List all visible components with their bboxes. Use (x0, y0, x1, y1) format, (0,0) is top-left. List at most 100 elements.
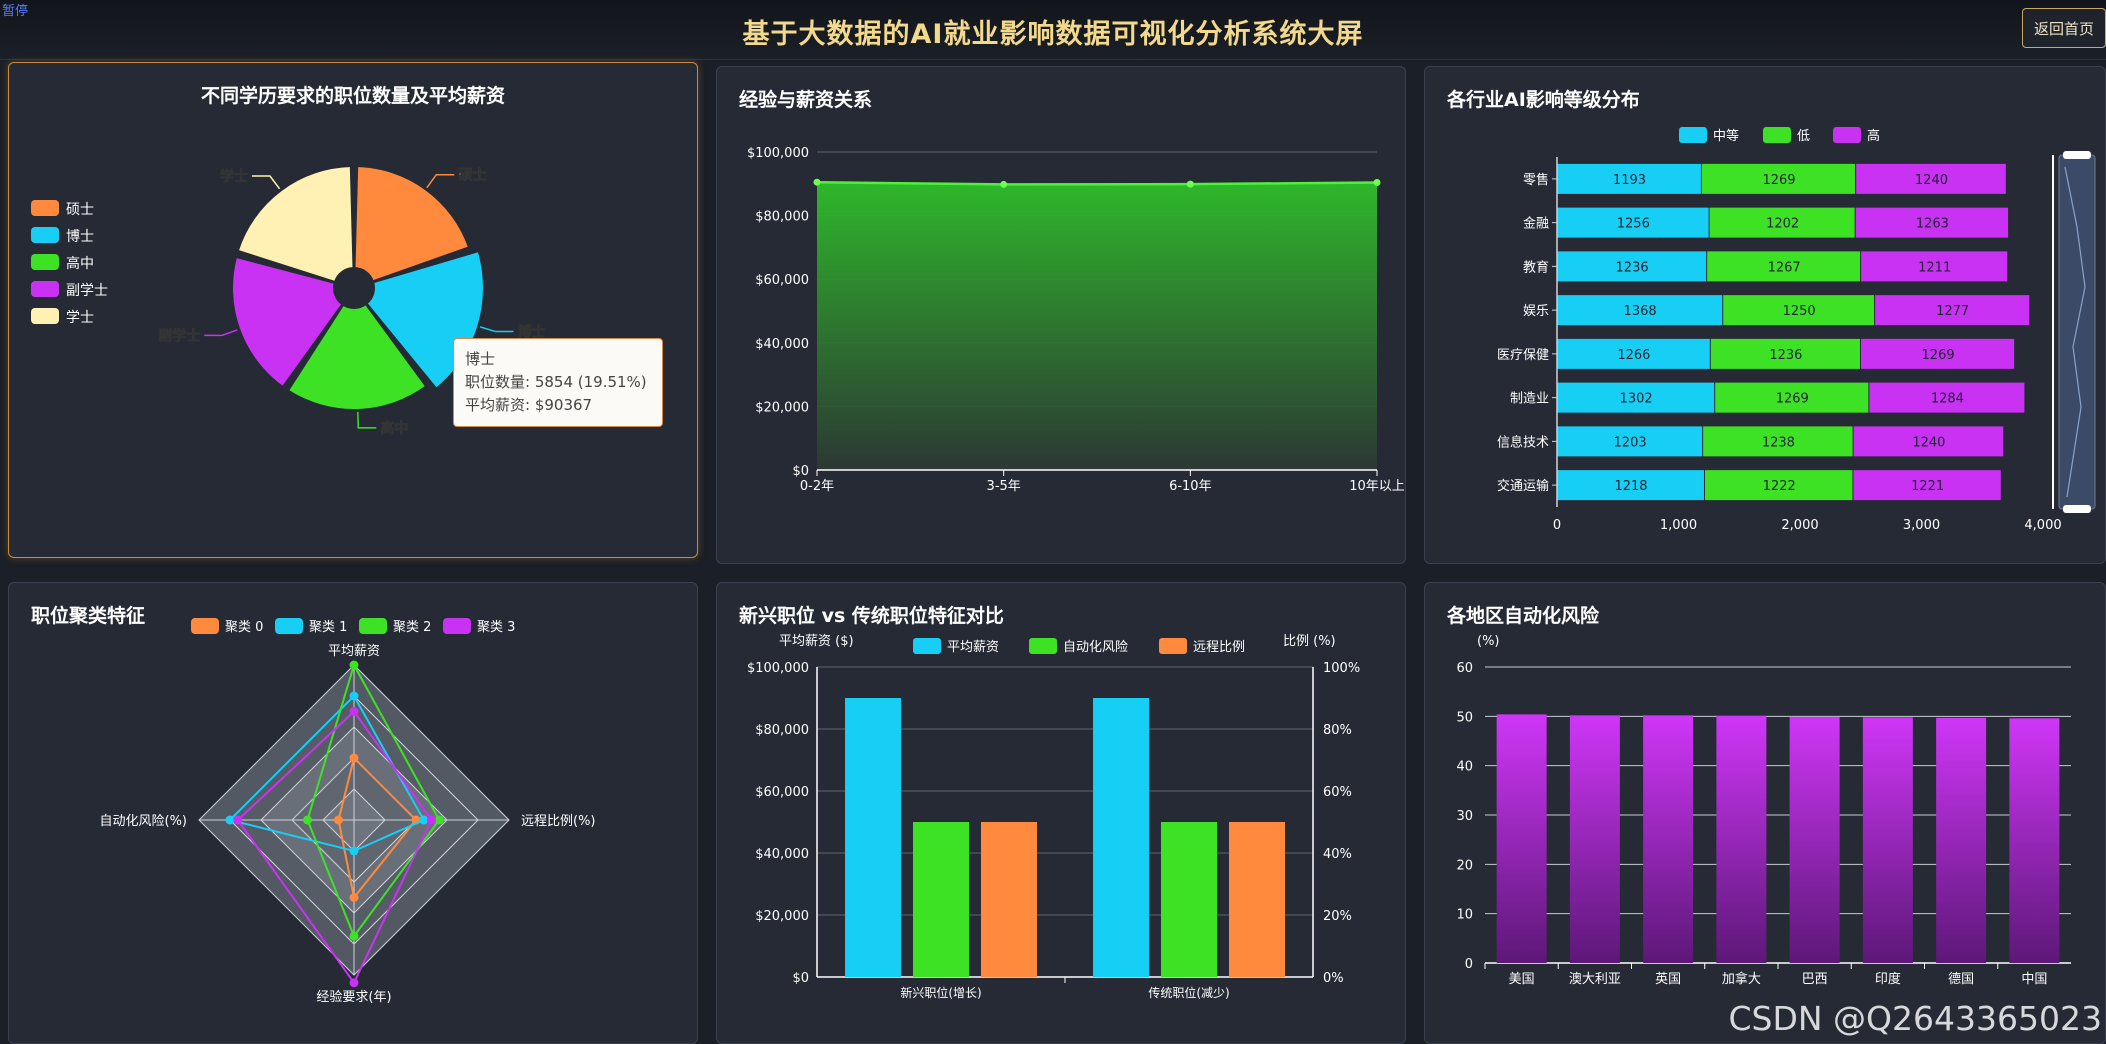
industry-stacked-bar-chart[interactable]: 中等 低 高零售 1193 1269 1240 金融 1256 1202 1263 教育 1236 12… (1425, 67, 2106, 565)
pie-slice (353, 165, 471, 283)
y-tick-label: 金融 (1523, 216, 1549, 232)
bar (1643, 715, 1694, 963)
bar (1229, 822, 1285, 977)
panel-cluster: 职位聚类特征 聚类 0 聚类 1 聚类 2 聚类 3 平均薪资 远程比例(%) 经验要求(年… (8, 582, 698, 1044)
data-label: 1238 (1762, 435, 1795, 450)
legend-swatch (31, 281, 59, 297)
region-risk-bar-chart[interactable]: (%) 0 10 20 30 40 50 60 美国 澳大利亚 英国 加拿大 巴西 印度 德国 中国 (1425, 583, 2106, 1044)
legend-label: 聚类 0 (225, 620, 263, 635)
bar (1496, 714, 1547, 963)
pie-label: 高中 (380, 420, 408, 437)
data-label: 1266 (1617, 348, 1650, 363)
bar-segment (1853, 470, 2001, 501)
pause-link[interactable]: 暂停 (2, 4, 29, 19)
data-label: 1218 (1614, 479, 1647, 494)
experience-area-chart[interactable]: $0 $20,000 $40,000 $60,000 $80,000 $100,000 0-… (717, 67, 1407, 565)
data-point (1186, 180, 1194, 188)
y-tick-label: 交通运输 (1497, 478, 1549, 494)
y-tick-label-left: $100,000 (747, 661, 809, 676)
legend-swatch (1159, 638, 1187, 654)
radar-point (349, 978, 359, 988)
pie-label: 硕士 (458, 167, 486, 184)
legend-swatch (1029, 638, 1057, 654)
radar-axis-label: 远程比例(%) (521, 814, 596, 829)
pie-slice (287, 303, 428, 411)
legend-label: 学士 (66, 310, 94, 326)
bar-segment (1557, 207, 1709, 238)
panel-region: 各地区自动化风险 (%) 0 10 20 30 40 50 60 美国 澳大利亚 英国 加拿大 巴西 印度… (1424, 582, 2106, 1044)
data-label: 1203 (1614, 435, 1647, 450)
pie-slice (231, 255, 344, 389)
panel-title: 经验与薪资关系 (739, 89, 873, 111)
data-label: 1269 (1922, 348, 1955, 363)
legend-label: 聚类 3 (477, 620, 515, 635)
tooltip-title: 博士 (465, 350, 496, 368)
bar-segment (1557, 163, 1701, 194)
x-tick-label: 3,000 (1903, 518, 1940, 533)
radar-point (349, 931, 359, 941)
bar-segment (1723, 295, 1875, 326)
y-tick-label: 40 (1456, 760, 1473, 775)
panel-title: 各行业AI影响等级分布 (1447, 89, 1640, 111)
data-label: 1277 (1936, 304, 1969, 319)
pie-label: 学士 (220, 168, 248, 185)
legend-swatch (443, 618, 471, 634)
y-tick-label: $0 (792, 464, 809, 479)
legend-label: 硕士 (66, 202, 94, 218)
y-tick-label: 教育 (1523, 259, 1549, 275)
y-axis-right-title: 比例 (%) (1283, 634, 1336, 649)
radar-point (349, 846, 359, 856)
bar (845, 698, 901, 977)
pie-leader-line (426, 173, 455, 189)
x-tick-label: 10年以上 (1349, 479, 1405, 494)
radar-point (434, 815, 444, 825)
data-point (813, 178, 821, 186)
legend-label: 博士 (66, 228, 94, 245)
bar-segment (1855, 207, 2009, 238)
legend-swatch (191, 618, 219, 634)
x-tick-label: 巴西 (1802, 972, 1828, 987)
legend-swatch (31, 227, 59, 243)
y-tick-label-right: 60% (1323, 785, 1352, 800)
legend-label: 聚类 2 (393, 620, 431, 635)
bar (2009, 718, 2060, 963)
x-tick-label: 印度 (1875, 971, 1901, 987)
y-tick-label-left: $20,000 (755, 909, 809, 924)
data-label: 1368 (1624, 304, 1657, 319)
radar-point (225, 815, 235, 825)
radar-point (349, 893, 359, 902)
x-tick-label: 6-10年 (1169, 479, 1212, 494)
legend-label: 高 (1867, 128, 1880, 144)
x-tick-label: 澳大利亚 (1569, 971, 1621, 987)
pie-label: 博士 (517, 324, 545, 341)
x-tick-label: 英国 (1655, 972, 1681, 987)
bar-segment (1703, 426, 1853, 457)
bar-segment (1707, 251, 1861, 282)
pie-leader-line (479, 326, 514, 333)
bar-segment (1557, 338, 1710, 369)
y-tick-label: 50 (1456, 710, 1473, 725)
data-label: 1211 (1918, 260, 1951, 275)
data-label: 1240 (1915, 173, 1948, 188)
legend-swatch (1833, 127, 1861, 143)
legend-label: 自动化风险 (1063, 640, 1128, 655)
header-bar: 暂停 基于大数据的AI就业影响数据可视化分析系统大屏 返回首页 (0, 0, 2106, 60)
radar-point (349, 660, 359, 670)
tooltip-salary: 平均薪资: $90367 (465, 396, 593, 414)
legend-label: 高中 (66, 255, 94, 272)
zoom-slider-preview (2064, 166, 2086, 498)
legend-label: 中等 (1713, 128, 1739, 144)
pie-leader-line (251, 175, 281, 190)
radar-point (427, 815, 436, 825)
x-tick-label: 0 (1553, 518, 1561, 533)
y-tick-label-right: 20% (1323, 909, 1352, 924)
panel-title: 不同学历要求的职位数量及平均薪资 (200, 85, 505, 107)
emerging-vs-traditional-bar-chart[interactable]: 平均薪资 自动化风险 远程比例 平均薪资 ($) 比例 (%) $0 0% $20,000 20… (717, 583, 1407, 1044)
y-tick-label: 60 (1456, 661, 1473, 676)
data-label: 1302 (1620, 392, 1653, 407)
bar-segment (1557, 382, 1715, 413)
home-button[interactable]: 返回首页 (2022, 8, 2106, 48)
legend-swatch (31, 254, 59, 270)
